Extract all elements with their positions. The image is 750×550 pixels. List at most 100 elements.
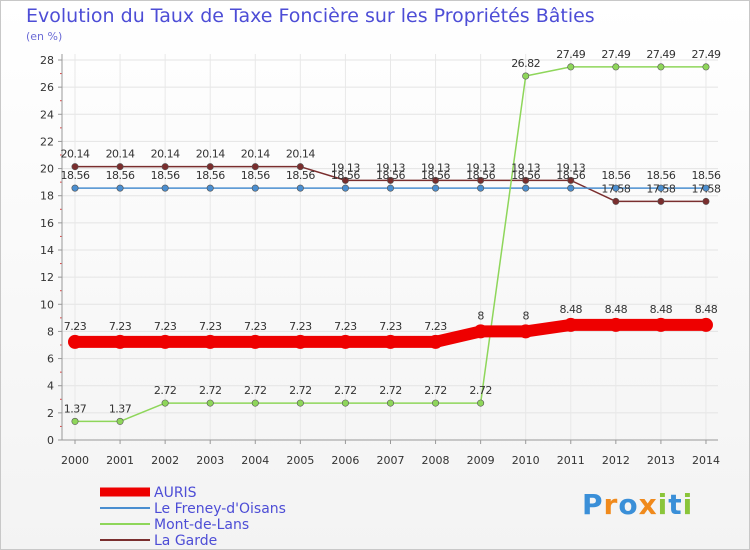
data-point [657, 63, 665, 71]
y-tick-label: 6 [47, 353, 54, 366]
data-point [702, 197, 710, 205]
data-point [251, 163, 259, 171]
logo-letter: i [682, 488, 694, 521]
data-point [341, 184, 349, 192]
data-label: 2.72 [379, 384, 402, 397]
chart-subtitle: (en %) [26, 30, 63, 43]
data-label: 18.56 [106, 169, 135, 182]
data-label: 17.58 [601, 182, 630, 195]
data-label: 18.56 [601, 169, 630, 182]
data-point [251, 184, 259, 192]
data-point [657, 184, 665, 192]
data-point [71, 417, 79, 425]
data-label: 2.72 [154, 384, 177, 397]
data-point [428, 334, 443, 349]
legend-label: Le Freney-d'Oisans [154, 501, 286, 517]
logo-letter: o [618, 488, 639, 521]
data-point [702, 63, 710, 71]
data-point [203, 334, 218, 349]
data-label: 8.48 [605, 303, 628, 316]
data-point [386, 399, 394, 407]
x-tick-label: 2003 [196, 454, 224, 467]
data-point [161, 399, 169, 407]
proxiti-logo: Proxiti [582, 488, 693, 521]
legend-label: AURIS [154, 485, 197, 501]
data-label: 2.72 [424, 384, 447, 397]
data-point [71, 184, 79, 192]
data-point [702, 184, 710, 192]
data-label: 18.56 [376, 169, 405, 182]
data-label: 8 [477, 309, 484, 322]
data-label: 18.56 [511, 169, 540, 182]
data-point [206, 163, 214, 171]
data-label: 19.13 [466, 161, 495, 174]
data-label: 2.72 [469, 384, 492, 397]
data-label: 18.56 [646, 169, 675, 182]
x-tick-label: 2013 [647, 454, 675, 467]
data-point [432, 184, 440, 192]
y-tick-label: 22 [40, 135, 54, 148]
data-label: 20.14 [106, 148, 135, 161]
legend-label: La Garde [154, 533, 217, 549]
data-label: 26.82 [511, 57, 540, 70]
data-point [161, 184, 169, 192]
y-tick-label: 10 [40, 298, 54, 311]
data-label: 7.23 [289, 320, 312, 333]
data-point [383, 334, 398, 349]
data-label: 7.23 [199, 320, 222, 333]
data-label: 7.23 [334, 320, 357, 333]
logo-letter: r [603, 488, 619, 521]
data-label: 18.56 [466, 169, 495, 182]
data-label: 27.49 [601, 48, 630, 61]
y-tick-label: 24 [40, 108, 54, 121]
data-label: 18.56 [151, 169, 180, 182]
data-label: 2.72 [199, 384, 222, 397]
data-label: 18.56 [196, 169, 225, 182]
data-point [161, 163, 169, 171]
y-tick-label: 18 [40, 190, 54, 203]
y-tick-label: 0 [47, 434, 54, 447]
data-label: 18.56 [61, 169, 90, 182]
logo-letter: x [638, 488, 658, 521]
data-point [341, 399, 349, 407]
data-label: 2.72 [289, 384, 312, 397]
x-tick-label: 2009 [467, 454, 495, 467]
data-point [113, 334, 128, 349]
data-point [522, 184, 530, 192]
y-tick-label: 12 [40, 271, 54, 284]
data-point [567, 184, 575, 192]
data-label: 20.14 [61, 148, 90, 161]
data-label: 27.49 [556, 48, 585, 61]
data-point [386, 184, 394, 192]
data-point [386, 176, 394, 184]
data-label: 8.48 [695, 303, 718, 316]
data-label: 7.23 [379, 320, 402, 333]
data-label: 7.23 [424, 320, 447, 333]
data-point [116, 184, 124, 192]
x-tick-label: 2005 [286, 454, 314, 467]
data-point [116, 163, 124, 171]
x-tick-label: 2004 [241, 454, 269, 467]
data-point [432, 399, 440, 407]
data-label: 19.13 [331, 161, 360, 174]
x-tick-label: 2012 [602, 454, 630, 467]
data-label: 2.72 [244, 384, 267, 397]
x-tick-label: 2002 [151, 454, 179, 467]
data-point [518, 324, 533, 339]
data-point [612, 197, 620, 205]
x-tick-label: 2010 [512, 454, 540, 467]
data-point [657, 197, 665, 205]
data-point [477, 184, 485, 192]
data-label: 27.49 [646, 48, 675, 61]
data-point [522, 72, 530, 80]
data-label: 7.23 [244, 320, 267, 333]
data-label: 20.14 [196, 148, 225, 161]
data-label: 20.14 [286, 148, 315, 161]
data-label: 20.14 [241, 148, 270, 161]
y-tick-label: 4 [47, 380, 54, 393]
data-point [432, 176, 440, 184]
data-label: 1.37 [109, 402, 132, 415]
data-point [251, 399, 259, 407]
